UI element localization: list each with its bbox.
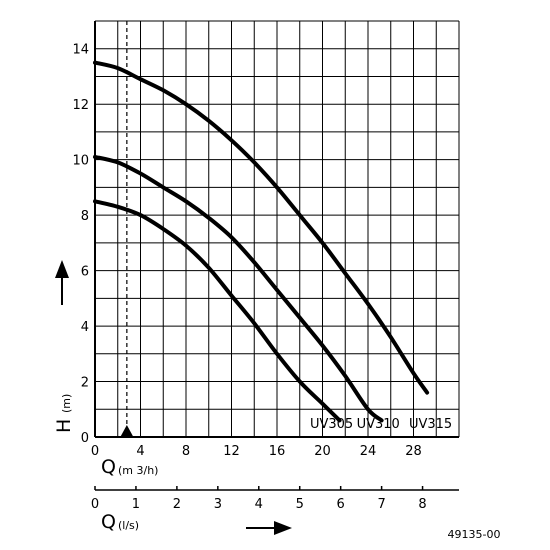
series-line-uv310 — [93, 154, 384, 423]
x-tick-label: 16 — [269, 444, 286, 459]
x-tick-label: 12 — [223, 444, 240, 459]
x2-tick-label: 4 — [255, 497, 263, 512]
x-axis-unit: (m 3/h) — [118, 464, 158, 477]
secondary-x-axis: 0 1 2 3 4 5 6 7 8 — [91, 486, 459, 512]
y-axis-symbol: H — [53, 419, 75, 433]
right-arrow-icon — [246, 521, 292, 535]
x-tick-label: 4 — [136, 444, 144, 459]
x-tick-label: 28 — [405, 444, 422, 459]
curve-layer — [93, 60, 430, 423]
x-tick-label: 8 — [182, 444, 190, 459]
y-tick-label: 0 — [81, 431, 89, 446]
y-tick-label: 8 — [81, 209, 89, 224]
y-axis-unit: (m) — [60, 394, 73, 413]
y-tick-label: 10 — [72, 154, 89, 169]
x2-axis-unit: (l/s) — [118, 519, 139, 532]
duty-point-triangle — [120, 425, 133, 436]
curve-label-uv315: UV315 — [409, 417, 452, 432]
curve-labels: UV305 UV310 UV315 — [310, 417, 452, 432]
y-tick-label: 2 — [81, 376, 89, 391]
x2-axis-label: Q (l/s) — [101, 511, 139, 533]
y-tick-labels: 0 2 4 6 8 10 12 14 — [72, 43, 89, 446]
x2-tick-label: 6 — [337, 497, 345, 512]
y-tick-label: 6 — [81, 265, 89, 280]
y-axis-label: H (m) — [53, 394, 75, 433]
reference-number: 49135-00 — [448, 528, 501, 541]
y-tick-label: 12 — [72, 98, 89, 113]
grid — [94, 20, 460, 438]
x2-tick-label: 7 — [377, 497, 385, 512]
x2-tick-label: 2 — [173, 497, 181, 512]
y-tick-label: 4 — [81, 320, 89, 335]
x2-tick-label: 3 — [214, 497, 222, 512]
up-arrow-icon — [55, 260, 69, 305]
curve-label-uv310: UV310 — [357, 417, 400, 432]
x-tick-labels: 0 4 8 12 16 20 24 28 — [91, 444, 422, 459]
plot-frame — [94, 21, 459, 438]
x2-tick-label: 1 — [132, 497, 140, 512]
series-line-uv315 — [93, 60, 430, 395]
curve-label-uv305: UV305 — [310, 417, 353, 432]
x-axis-symbol: Q — [101, 456, 116, 478]
x2-tick-label: 0 — [91, 497, 99, 512]
x2-tick-label: 5 — [296, 497, 304, 512]
series-line-uv305 — [93, 199, 342, 423]
duty-point-marker — [120, 21, 133, 437]
y-tick-label: 14 — [72, 43, 89, 58]
x-tick-label: 24 — [360, 444, 377, 459]
x2-axis-symbol: Q — [101, 511, 116, 533]
x-tick-label: 20 — [314, 444, 331, 459]
x-tick-label: 0 — [91, 444, 99, 459]
x2-tick-label: 8 — [418, 497, 426, 512]
x-axis-label: Q (m 3/h) — [101, 456, 158, 478]
